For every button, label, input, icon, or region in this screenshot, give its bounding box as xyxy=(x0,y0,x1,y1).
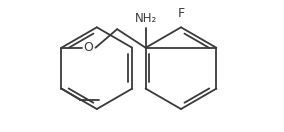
Text: NH₂: NH₂ xyxy=(135,12,157,25)
Text: F: F xyxy=(178,7,185,20)
Text: O: O xyxy=(84,41,94,54)
